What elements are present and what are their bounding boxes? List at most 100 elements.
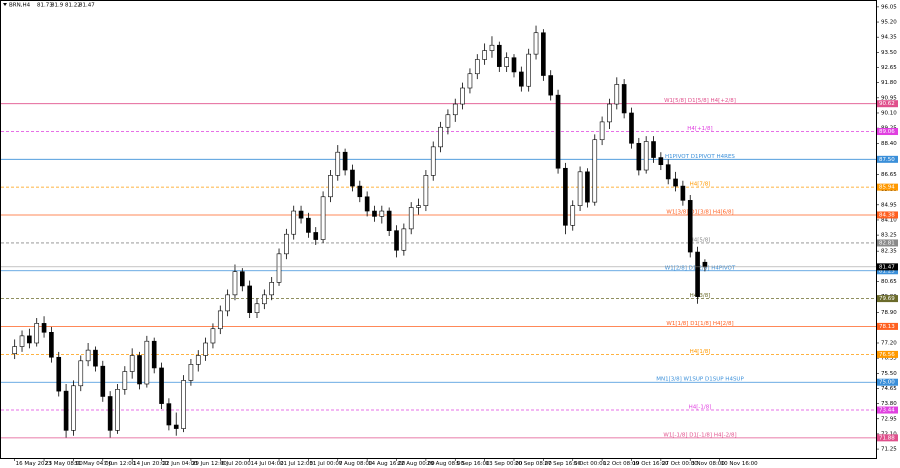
- candle-body: [438, 126, 443, 148]
- candle-body: [56, 356, 62, 392]
- candle-body: [195, 355, 201, 365]
- x-tick-label: 5 Oct 00:00: [574, 461, 607, 467]
- candle-body: [570, 205, 576, 226]
- candle-body: [129, 355, 135, 372]
- candle-body: [460, 87, 465, 105]
- candle-body: [651, 141, 656, 158]
- x-tick-label: 3 Nov 08:00: [691, 461, 725, 467]
- high-price: 81.9: [51, 3, 64, 9]
- price-box: [877, 295, 898, 303]
- candle-body: [614, 84, 620, 105]
- header: BRN,H4 81.73 81.9 81.22 81.47: [3, 3, 95, 9]
- candle-body: [511, 57, 517, 73]
- candle-body: [430, 146, 436, 176]
- y-tick-label: 91.80: [881, 80, 897, 86]
- candle-body: [100, 365, 106, 397]
- candle-body: [210, 328, 216, 344]
- price-box-label: 76.56: [879, 352, 895, 358]
- price-box: [877, 378, 898, 386]
- close-price: 81.47: [79, 3, 95, 9]
- x-tick-label: 22 Aug 00:00: [398, 461, 436, 467]
- candle-body: [225, 294, 230, 312]
- header-icon: [3, 3, 7, 6]
- candle-body: [379, 210, 385, 217]
- candle-body: [313, 232, 319, 240]
- price-box: [877, 155, 898, 163]
- price-box: [877, 211, 898, 219]
- price-box: [877, 434, 898, 442]
- candle-body: [621, 84, 627, 114]
- symbol: BRN,H4: [9, 3, 31, 9]
- y-tick-label: 82.35: [881, 249, 897, 255]
- candle-body: [533, 32, 539, 55]
- candle-body: [291, 210, 297, 235]
- x-tick-label: 31 Jul 00:00: [309, 461, 342, 467]
- candle-body: [357, 185, 363, 198]
- x-tick-label: 29 Aug 08:00: [427, 461, 465, 467]
- y-tick-label: 71.25: [881, 447, 897, 453]
- y-tick-label: 83.25: [881, 233, 897, 239]
- price-box: [877, 183, 898, 191]
- last-price-label: 81.47: [879, 264, 895, 270]
- candle-body: [474, 59, 480, 75]
- candle-body: [41, 323, 47, 333]
- candle-body: [452, 103, 458, 116]
- candle-body: [298, 210, 304, 219]
- x-tick-label: 16 May 2023: [16, 461, 52, 467]
- candle-body: [78, 360, 84, 387]
- candle-body: [599, 121, 605, 141]
- price-box-label: 90.62: [879, 101, 895, 107]
- candle-body: [27, 335, 32, 344]
- y-tick-label: 90.95: [881, 95, 897, 101]
- y-tick-label: 80.65: [881, 279, 897, 285]
- level-label: H4[5/8]: [690, 237, 711, 243]
- candle-body: [159, 367, 164, 404]
- candle-body: [394, 230, 399, 251]
- candle-body: [386, 210, 392, 231]
- candle-body: [232, 271, 238, 296]
- plot-frame: [0, 0, 877, 459]
- candle-body: [247, 285, 252, 313]
- candle-body: [592, 139, 598, 203]
- candle-body: [269, 282, 275, 296]
- candle-body: [489, 44, 495, 51]
- candle-body: [137, 355, 142, 385]
- candle-body: [636, 142, 642, 171]
- candle-body: [680, 185, 686, 201]
- price-box-label: 73.44: [879, 408, 895, 414]
- candle-body: [526, 53, 532, 87]
- level-label: H4[3/8]: [690, 293, 711, 299]
- candle-body: [115, 389, 120, 431]
- y-tick-label: 77.20: [881, 340, 897, 346]
- price-box-label: 89.06: [879, 129, 895, 135]
- candle-body: [467, 73, 473, 89]
- candle-body: [181, 380, 186, 429]
- candle-body: [482, 50, 487, 60]
- x-tick-label: 21 Jul 12:00: [280, 461, 313, 467]
- y-tick-label: 95.20: [881, 20, 897, 26]
- candle-body: [504, 57, 509, 67]
- candle-body: [401, 228, 407, 251]
- candle-body: [687, 200, 693, 253]
- price-box-label: 81.25: [879, 268, 895, 274]
- candle-body: [34, 323, 40, 344]
- price-box: [877, 128, 898, 136]
- candle-body: [239, 271, 245, 287]
- y-tick-label: 88.40: [881, 141, 897, 147]
- price-box-label: 75.00: [879, 380, 895, 386]
- x-tick-label: 20 Sep 08:00: [515, 461, 552, 467]
- candle-body: [541, 32, 546, 76]
- price-box-label: 85.94: [879, 185, 895, 191]
- x-tick-label: 31 May 04:00: [74, 461, 112, 467]
- y-tick-label: 72.95: [881, 416, 897, 422]
- x-tick-label: 5 Sep 16:00: [456, 461, 490, 467]
- candle-body: [151, 340, 157, 369]
- candle-body: [328, 175, 333, 198]
- level-label: W1[5/8] D1[5/8] H4[+2/8]: [664, 98, 736, 104]
- candle-body: [85, 349, 91, 362]
- candle-body: [643, 141, 649, 171]
- level-label: W1[1/8] D1[1/8] H4[2/8]: [666, 321, 733, 327]
- level-label: MN1[3/8] W1SUP D1SUP H4SUP: [656, 377, 744, 383]
- y-tick-label: 76.35: [881, 356, 897, 362]
